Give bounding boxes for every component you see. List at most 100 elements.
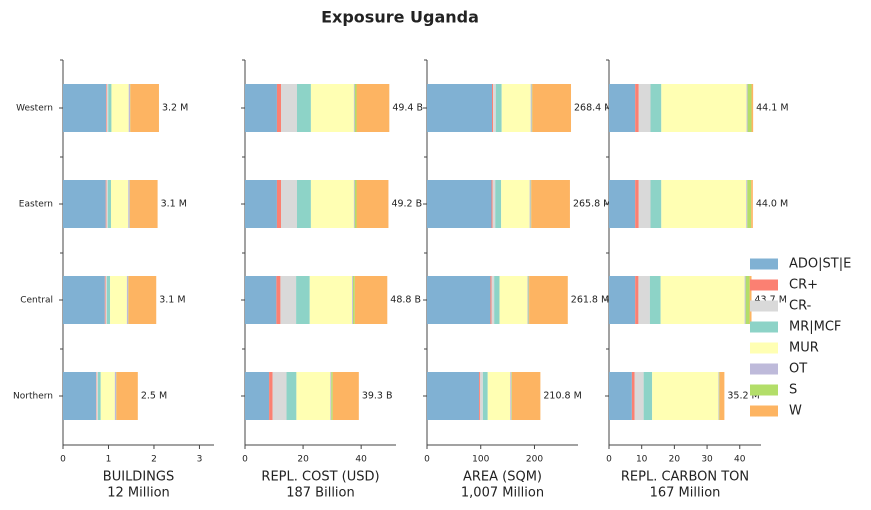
bar-segment xyxy=(105,276,107,324)
legend-label: W xyxy=(789,404,802,419)
legend-swatch xyxy=(750,363,778,375)
bar-segment xyxy=(245,84,277,132)
bar-segment xyxy=(269,372,273,420)
bar-segment xyxy=(660,276,745,324)
legend-swatch xyxy=(750,342,778,354)
bar-segment xyxy=(106,276,111,324)
bar-segment xyxy=(492,84,494,132)
bar-segment xyxy=(510,372,512,420)
bar-segment xyxy=(635,276,639,324)
bar-segment xyxy=(529,276,568,324)
bar-segment xyxy=(490,276,492,324)
bar-segment xyxy=(352,276,354,324)
bar-segment xyxy=(650,180,662,228)
x-axis-label: AREA (SQM) xyxy=(463,470,542,485)
bar-segment xyxy=(356,180,389,228)
bar-segment xyxy=(493,84,496,132)
total-label: 210.8 M xyxy=(543,391,581,402)
bar-segment xyxy=(635,84,639,132)
bar-segment xyxy=(63,180,106,228)
y-tick-label: Central xyxy=(20,296,53,306)
bar-segment xyxy=(245,276,277,324)
bar-segment xyxy=(276,180,282,228)
bar-segment xyxy=(276,84,282,132)
legend-swatch xyxy=(750,279,778,291)
bar-segment xyxy=(638,84,651,132)
bar-segment xyxy=(331,372,333,420)
total-label: 3.2 M xyxy=(162,103,188,114)
total-label: 35.2 M xyxy=(727,391,759,402)
bar-segment xyxy=(491,276,495,324)
total-label: 268.4 M xyxy=(574,103,612,114)
bar-segment xyxy=(330,372,332,420)
bar-segment xyxy=(353,180,355,228)
bar-segment xyxy=(638,180,651,228)
x-tick-label: 0 xyxy=(424,455,430,465)
bar-segment xyxy=(427,276,491,324)
bar-segment xyxy=(643,372,653,420)
bar-segment xyxy=(746,84,748,132)
bar-segment xyxy=(354,180,357,228)
bar-segment xyxy=(281,84,297,132)
bar-segment xyxy=(501,84,531,132)
bar-segment xyxy=(634,372,644,420)
bar-segment xyxy=(128,276,157,324)
bar-segment xyxy=(107,180,111,228)
x-axis-note: 1,007 Million xyxy=(461,486,544,501)
bar-segment xyxy=(482,372,488,420)
bar-segment xyxy=(650,84,662,132)
total-label: 265.8 M xyxy=(573,199,611,210)
bar-segment xyxy=(480,372,483,420)
bar-segment xyxy=(286,372,297,420)
bar-segment xyxy=(272,372,287,420)
bar-segment xyxy=(245,372,270,420)
bar-segment xyxy=(98,372,101,420)
bar-segment xyxy=(511,372,512,420)
bar-segment xyxy=(609,84,636,132)
bar-segment xyxy=(276,276,281,324)
bar-segment xyxy=(609,372,632,420)
bar-segment xyxy=(492,180,496,228)
bar-segment xyxy=(106,180,108,228)
bar-segment xyxy=(745,276,750,324)
legend-label: CR+ xyxy=(789,278,818,293)
bar-segment xyxy=(354,84,357,132)
legend-label: OT xyxy=(789,362,807,377)
legend-label: ADO|ST|E xyxy=(789,257,851,272)
x-tick-label: 100 xyxy=(472,455,489,465)
bar-segment xyxy=(631,372,635,420)
bar-segment xyxy=(501,180,530,228)
bar-segment xyxy=(106,84,107,132)
x-axis-note: 167 Million xyxy=(650,486,721,501)
bar-segment xyxy=(427,372,480,420)
bar-segment xyxy=(245,180,277,228)
bar-segment xyxy=(310,84,354,132)
x-tick-label: 0 xyxy=(60,455,66,465)
bar-segment xyxy=(114,372,117,420)
bar-segment xyxy=(332,372,359,420)
bar-segment xyxy=(104,276,106,324)
bar-segment xyxy=(427,84,493,132)
legend-swatch xyxy=(750,258,778,270)
bar-segment xyxy=(494,276,500,324)
legend-label: MR|MCF xyxy=(789,320,841,335)
bar-segment xyxy=(527,276,529,324)
bar-segment xyxy=(529,180,531,228)
bar-segment xyxy=(100,372,115,420)
legend-label: S xyxy=(789,383,797,398)
bar-segment xyxy=(531,84,533,132)
bar-segment xyxy=(751,180,753,228)
bar-segment xyxy=(532,84,572,132)
x-tick-label: 10 xyxy=(636,455,648,465)
total-label: 44.0 M xyxy=(756,199,788,210)
bar-segment xyxy=(530,180,532,228)
bar-segment xyxy=(495,84,502,132)
bar-segment xyxy=(609,180,636,228)
total-label: 39.3 B xyxy=(362,391,393,402)
total-label: 3.1 M xyxy=(159,295,185,306)
bar-segment xyxy=(296,84,311,132)
bar-segment xyxy=(511,372,541,420)
bar-segment xyxy=(530,84,532,132)
bar-segment xyxy=(354,276,388,324)
bar-segment xyxy=(491,180,493,228)
